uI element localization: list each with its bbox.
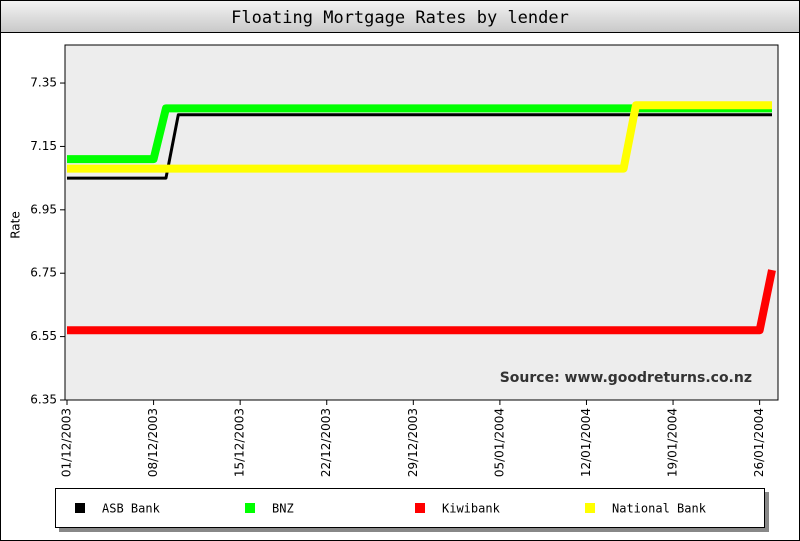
series-line — [67, 101, 772, 173]
legend-swatch — [245, 503, 255, 513]
y-axis-label: Rate — [9, 211, 23, 239]
x-tick-label: 12/01/2004 — [579, 408, 593, 477]
series-line — [67, 269, 776, 335]
legend-label: National Bank — [612, 502, 707, 516]
y-tick-label: 7.15 — [30, 139, 57, 153]
legend-swatch — [75, 503, 85, 513]
x-tick-label: 19/01/2004 — [666, 408, 680, 477]
legend-label: Kiwibank — [442, 502, 501, 516]
x-tick-label: 01/12/2003 — [60, 408, 74, 477]
y-tick-label: 6.55 — [30, 329, 57, 343]
title-bar — [0, 0, 800, 33]
y-tick-label: 6.75 — [30, 266, 57, 280]
x-tick-label: 15/12/2003 — [233, 408, 247, 477]
x-tick-label: 26/01/2004 — [752, 408, 766, 477]
y-tick-label: 6.35 — [30, 393, 57, 407]
annotation: Source: www.goodreturns.co.nz — [500, 370, 752, 386]
legend-swatch — [415, 503, 425, 513]
legend-label: BNZ — [272, 502, 294, 516]
legend — [55, 488, 765, 528]
x-tick-label: 08/12/2003 — [146, 408, 160, 477]
legend-swatch — [585, 503, 595, 513]
x-tick-label: 05/01/2004 — [492, 408, 506, 477]
legend-label: ASB Bank — [102, 502, 161, 516]
y-tick-label: 7.35 — [30, 76, 57, 90]
x-tick-label: 22/12/2003 — [319, 408, 333, 477]
series-line — [67, 104, 772, 164]
series-line — [67, 113, 772, 180]
plot-area — [64, 44, 779, 401]
x-tick-label: 29/12/2003 — [406, 408, 420, 477]
y-tick-label: 6.95 — [30, 202, 57, 216]
chart-title: Floating Mortgage Rates by lender — [231, 8, 569, 28]
